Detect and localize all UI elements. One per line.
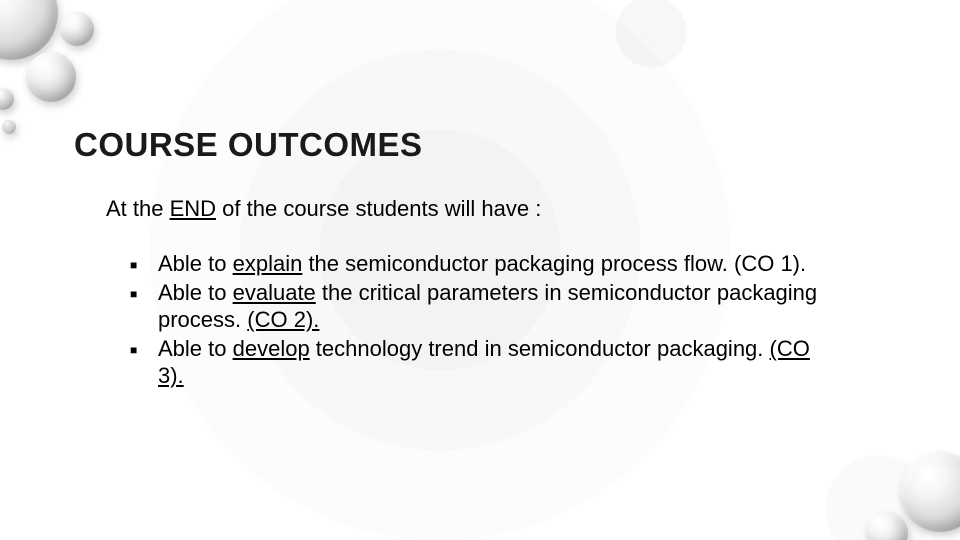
slide: COURSE OUTCOMES At the END of the course… — [0, 0, 960, 540]
water-drop-icon — [60, 12, 94, 46]
bullet-pre: Able to — [158, 336, 233, 361]
intro-suffix: of the course students will have : — [216, 196, 541, 221]
bullet-item: Able to evaluate the critical parameters… — [130, 279, 830, 333]
bullet-pre: Able to — [158, 280, 233, 305]
bullet-item: Able to develop technology trend in semi… — [130, 335, 830, 389]
bullet-keyword: develop — [233, 336, 310, 361]
bullet-list: Able to explain the semiconductor packag… — [130, 250, 830, 391]
bullet-keyword: evaluate — [233, 280, 316, 305]
highlight — [5, 122, 9, 125]
highlight — [67, 16, 78, 24]
bullet-post: the semiconductor packaging process flow… — [302, 251, 806, 276]
intro-line: At the END of the course students will h… — [106, 196, 541, 222]
water-drop-icon — [0, 88, 14, 110]
bullet-tail: (CO 2). — [247, 307, 319, 332]
water-drop-icon — [866, 512, 908, 540]
intro-prefix: At the — [106, 196, 170, 221]
bullet-post: technology trend in semiconductor packag… — [310, 336, 764, 361]
highlight — [874, 517, 887, 526]
bullet-keyword: explain — [233, 251, 303, 276]
bullet-item: Able to explain the semiconductor packag… — [130, 250, 830, 277]
water-drop-icon — [26, 52, 76, 102]
highlight — [0, 91, 3, 96]
water-drop-icon — [0, 0, 58, 60]
water-drop-icon — [900, 452, 960, 532]
intro-underlined: END — [170, 196, 216, 221]
water-drop-icon — [2, 120, 16, 134]
slide-title: COURSE OUTCOMES — [74, 126, 423, 164]
highlight — [36, 59, 52, 70]
highlight — [916, 463, 940, 480]
bullet-pre: Able to — [158, 251, 233, 276]
